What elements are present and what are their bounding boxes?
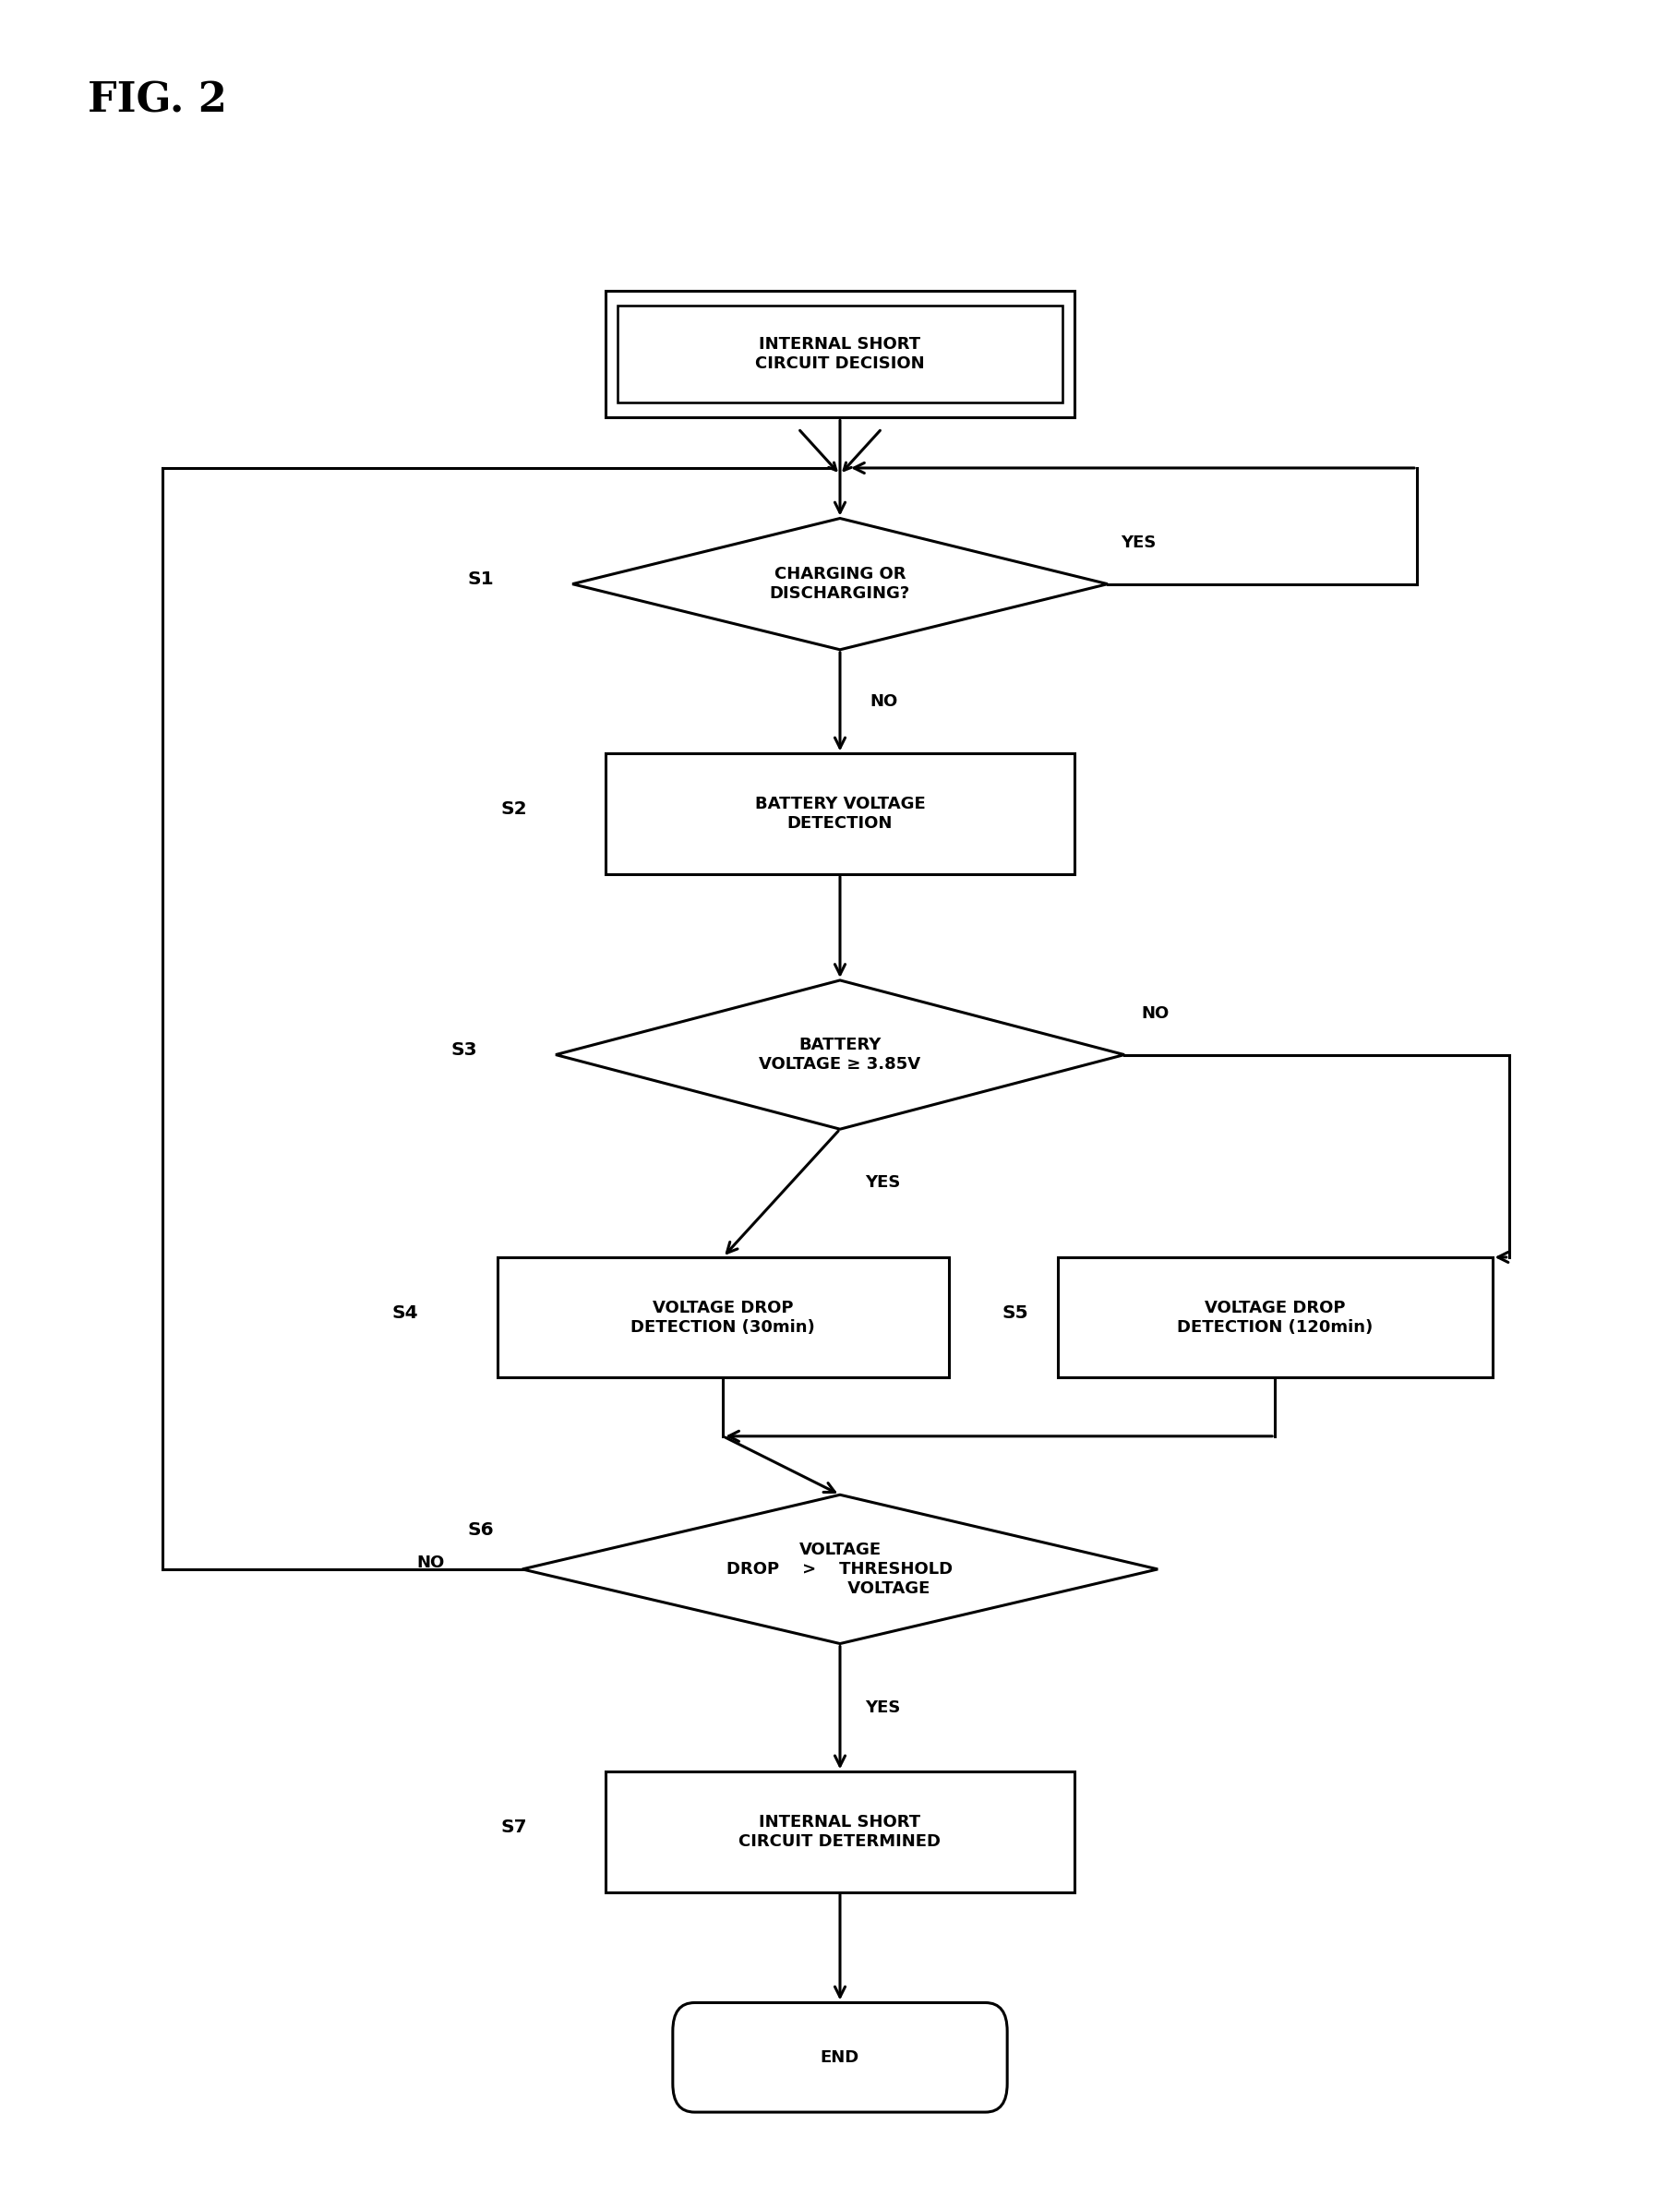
Text: BATTERY VOLTAGE
DETECTION: BATTERY VOLTAGE DETECTION [754, 795, 926, 833]
Text: S6: S6 [467, 1520, 494, 1538]
Text: S4: S4 [391, 1305, 418, 1323]
Text: INTERNAL SHORT
CIRCUIT DECISION: INTERNAL SHORT CIRCUIT DECISION [756, 336, 924, 371]
Text: VOLTAGE DROP
DETECTION (120min): VOLTAGE DROP DETECTION (120min) [1176, 1298, 1373, 1336]
Text: NO: NO [870, 694, 899, 710]
Bar [618, 305, 1062, 402]
Polygon shape [573, 518, 1107, 650]
FancyBboxPatch shape [672, 2004, 1008, 2111]
Text: END: END [820, 2050, 860, 2065]
Text: VOLTAGE DROP
DETECTION (30min): VOLTAGE DROP DETECTION (30min) [630, 1298, 815, 1336]
Text: S7: S7 [501, 1819, 528, 1837]
Bar [1057, 1257, 1492, 1378]
Bar [606, 1771, 1074, 1892]
Text: VOLTAGE
DROP    >    THRESHOLD
                 VOLTAGE: VOLTAGE DROP > THRESHOLD VOLTAGE [727, 1542, 953, 1597]
Polygon shape [556, 980, 1124, 1129]
Text: S5: S5 [1003, 1305, 1028, 1323]
Bar [497, 1257, 949, 1378]
Bar [606, 754, 1074, 874]
Text: NO: NO [1141, 1006, 1169, 1022]
Polygon shape [522, 1494, 1158, 1643]
Text: S3: S3 [450, 1041, 477, 1059]
Text: INTERNAL SHORT
CIRCUIT DETERMINED: INTERNAL SHORT CIRCUIT DETERMINED [739, 1815, 941, 1850]
Text: S2: S2 [501, 800, 528, 817]
Text: NO: NO [417, 1553, 444, 1571]
Text: YES: YES [865, 1173, 900, 1191]
Text: YES: YES [865, 1698, 900, 1716]
Text: FIG. 2: FIG. 2 [87, 81, 227, 121]
Text: BATTERY
VOLTAGE ≥ 3.85V: BATTERY VOLTAGE ≥ 3.85V [759, 1037, 921, 1072]
Text: YES: YES [1121, 534, 1156, 551]
Text: CHARGING OR
DISCHARGING?: CHARGING OR DISCHARGING? [769, 567, 911, 602]
Text: S1: S1 [467, 571, 494, 589]
Bar [606, 290, 1074, 417]
